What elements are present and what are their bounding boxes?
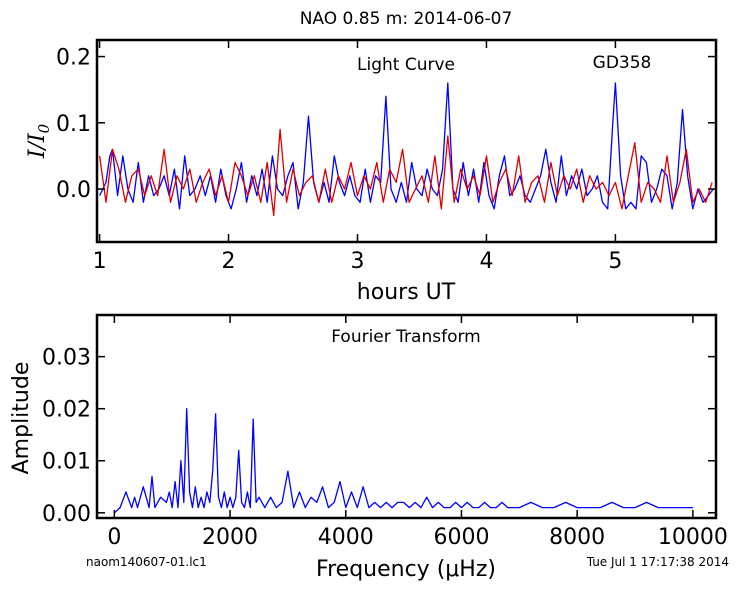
figure-title: NAO 0.85 m: 2014-06-07 [300, 9, 513, 29]
footer-timestamp: Tue Jul 1 17:17:38 2014 [586, 555, 729, 569]
light-curve-xtick-label: 3 [350, 249, 364, 274]
fourier-annotation: Fourier Transform [331, 327, 480, 347]
light-curve-annotation: Light Curve [357, 55, 455, 75]
fourier-transform-panel: 0 2000 4000 6000 8000 10000 0.00 0.01 0.02 0.03 F… [9, 313, 728, 582]
fourier-frame [95, 313, 718, 520]
light-curve-ylabel: I/I0 [25, 123, 53, 159]
light-curve-ytick-label: 0.0 [56, 178, 91, 203]
fourier-xtick-label: 6000 [433, 525, 489, 550]
light-curve-series-1 [98, 128, 713, 217]
fourier-xtick-label: 4000 [318, 525, 374, 550]
fourier-xlabel: Frequency (μHz) [316, 557, 496, 582]
fourier-xtick-label: 8000 [549, 525, 605, 550]
fourier-xtick-label: 10000 [658, 525, 728, 550]
light-curve-ytick-label: 0.2 [56, 46, 91, 71]
light-curve-frame [95, 38, 718, 244]
fourier-xtick-label: 0 [107, 525, 121, 550]
light-curve-xlabel: hours UT [357, 280, 456, 305]
light-curve-ytick-label: 0.1 [56, 112, 91, 137]
fourier-ylabel: Amplitude [9, 362, 34, 475]
fourier-ytick-label: 0.01 [42, 450, 91, 475]
fourier-xtick-label: 2000 [202, 525, 258, 550]
light-curve-xtick-label: 5 [608, 249, 622, 274]
fourier-ytick-label: 0.02 [42, 398, 91, 423]
fourier-series-0 [113, 408, 693, 514]
light-curve-xtick-label: 2 [222, 249, 236, 274]
footer-filename: naom140607-01.lc1 [86, 555, 207, 569]
fourier-ytick-label: 0.03 [42, 346, 91, 371]
light-curve-xtick-label: 1 [93, 249, 107, 274]
light-curve-series-0 [99, 82, 714, 210]
light-curve-xtick-label: 4 [479, 249, 493, 274]
fourier-ytick-label: 0.00 [42, 502, 91, 527]
light-curve-panel: 1 2 3 4 5 0.0 0.1 0.2 Light Curve GD358 hours U… [25, 38, 718, 305]
star-name-label: GD358 [593, 53, 652, 73]
